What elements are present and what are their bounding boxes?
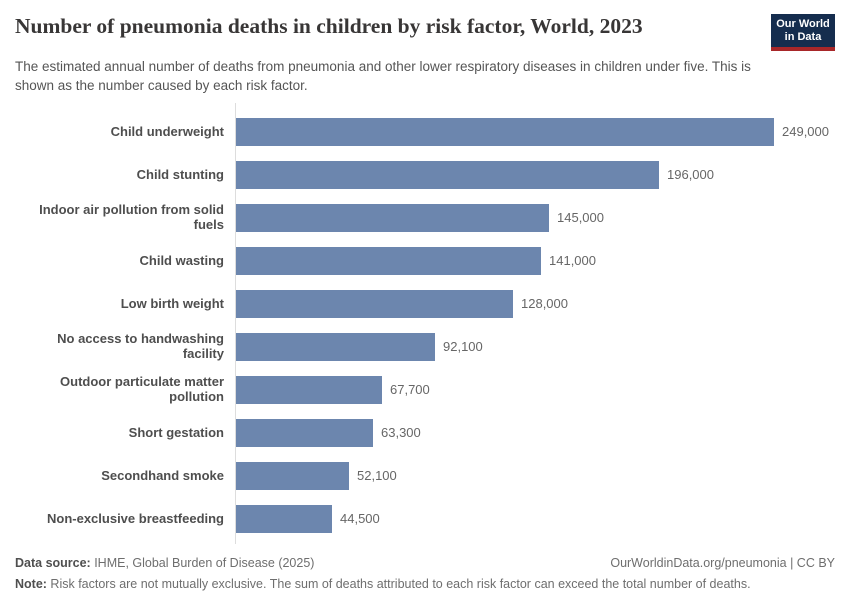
y-axis-line <box>235 103 236 545</box>
footer: Data source: IHME, Global Burden of Dise… <box>0 540 850 593</box>
header: Number of pneumonia deaths in children b… <box>0 0 850 52</box>
category-label: Short gestation <box>128 424 224 440</box>
bar-row: Child stunting 196,000 <box>15 153 835 196</box>
owid-logo-line1: Our World <box>776 18 830 30</box>
bar-row: Short gestation 63,300 <box>15 411 835 454</box>
bar <box>236 375 382 404</box>
owid-logo: Our World in Data <box>771 14 835 52</box>
data-source: Data source: IHME, Global Burden of Dise… <box>15 556 314 570</box>
bar-cell: 141,000 <box>230 239 835 282</box>
bar-value-label: 52,100 <box>357 468 397 484</box>
note-label: Note: <box>15 577 47 592</box>
category-label: Non-exclusive breastfeeding <box>47 510 224 526</box>
bar-value-label: 249,000 <box>782 124 829 140</box>
bar-row: Low birth weight 128,000 <box>15 282 835 325</box>
bar-cell: 52,100 <box>230 454 835 497</box>
bar-cell: 67,700 <box>230 368 835 411</box>
bar-cell: 128,000 <box>230 282 835 325</box>
bar-row: Outdoor particulate matter pollution 67,7… <box>15 368 835 411</box>
bar-value-label: 67,700 <box>390 382 430 398</box>
attribution: OurWorldinData.org/pneumonia | CC BY <box>610 556 835 571</box>
data-source-text: IHME, Global Burden of Disease (2025) <box>90 556 315 571</box>
category-label: Secondhand smoke <box>101 467 224 483</box>
bar-cell: 44,500 <box>230 497 835 540</box>
bar <box>236 246 541 275</box>
bar-value-label: 44,500 <box>340 511 380 527</box>
bar-value-label: 196,000 <box>667 167 714 183</box>
bar-rows: Child underweight 249,000 Child stunting 19… <box>15 110 835 540</box>
bar-chart: Child underweight 249,000 Child stunting 19… <box>0 103 850 545</box>
bar <box>236 504 332 533</box>
bar-value-label: 92,100 <box>443 339 483 355</box>
bar-value-label: 141,000 <box>549 253 596 269</box>
bar-cell: 249,000 <box>230 110 835 153</box>
bar-cell: 196,000 <box>230 153 835 196</box>
category-label: Outdoor particulate matter pollution <box>60 374 224 404</box>
category-label: Child wasting <box>139 252 225 268</box>
category-label: No access to handwashing facility <box>57 331 224 361</box>
bar <box>236 289 513 318</box>
footer-top: Data source: IHME, Global Burden of Dise… <box>15 556 835 570</box>
bar-row: Non-exclusive breastfeeding 44,500 <box>15 497 835 540</box>
bar <box>236 160 659 189</box>
data-source-label: Data source: <box>15 556 91 571</box>
category-label: Indoor air pollution from solid fuels <box>39 202 224 232</box>
bar-row: Indoor air pollution from solid fuels 145… <box>15 196 835 239</box>
bar <box>236 332 435 361</box>
bar-value-label: 145,000 <box>557 210 604 226</box>
bar <box>236 461 349 490</box>
bar-cell: 92,100 <box>230 325 835 368</box>
bar-value-label: 63,300 <box>381 425 421 441</box>
category-label: Low birth weight <box>120 295 224 311</box>
bar <box>236 117 774 146</box>
bar-row: No access to handwashing facility 92,100 <box>15 325 835 368</box>
chart-subtitle: The estimated annual number of deaths fr… <box>15 59 751 94</box>
bar-cell: 63,300 <box>230 411 835 454</box>
owid-logo-line2: in Data <box>784 31 822 44</box>
bar <box>236 418 373 447</box>
note-text: Risk factors are not mutually exclusive.… <box>46 577 751 592</box>
category-label: Child underweight <box>110 123 224 139</box>
bar-cell: 145,000 <box>230 196 835 239</box>
bar-row: Child wasting 141,000 <box>15 239 835 282</box>
page-title: Number of pneumonia deaths in children b… <box>15 14 643 38</box>
bar-value-label: 128,000 <box>521 296 568 312</box>
footer-note: Note: Risk factors are not mutually excl… <box>15 576 835 593</box>
bar-row: Secondhand smoke 52,100 <box>15 454 835 497</box>
category-label: Child stunting <box>136 166 224 182</box>
bar <box>236 203 549 232</box>
bar-row: Child underweight 249,000 <box>15 110 835 153</box>
